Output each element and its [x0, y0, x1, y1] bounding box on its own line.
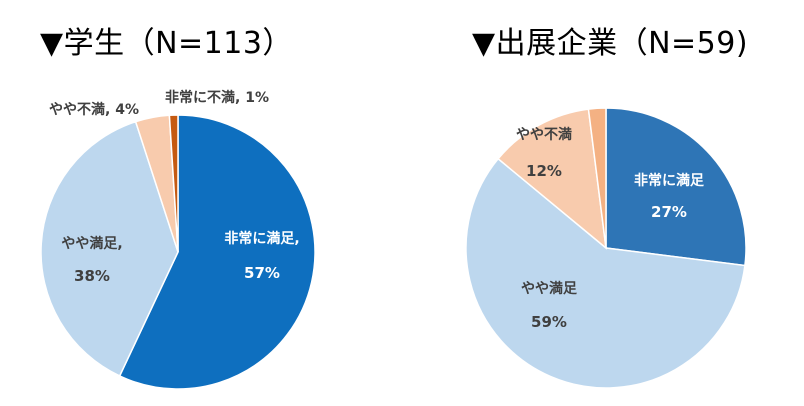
pie-label-1-1: やや満足: [521, 280, 578, 297]
pie-value-1-0: 27%: [651, 203, 687, 221]
pie-value-1-2: 12%: [526, 162, 562, 180]
student-chart-title: ▼学生（N=113）: [40, 26, 293, 61]
pie-label-0-0: 非常に満足,: [224, 230, 299, 247]
exhibitor-pie-chart: 非常に満足 27% やや満足 59% やや不満 12%: [465, 107, 747, 389]
pie-label-0-3: 非常に不満, 1%: [165, 89, 269, 106]
student-chart-panel: 非常に満足, 57% やや満足, 38% やや不満, 4% 非常に不満, 1% ▼学生（N…: [0, 0, 400, 406]
pie-value-1-1: 59%: [531, 313, 567, 331]
pie-slice-1-3: [587, 107, 607, 249]
pie-slice-1-0: [605, 107, 747, 267]
exhibitor-chart-title: ▼出展企業（N=59): [472, 26, 749, 61]
exhibitor-chart-panel: 非常に満足 27% やや満足 59% やや不満 12% ▼出展企業（N=59): [400, 0, 804, 406]
pie-slice-0-1: [40, 120, 179, 377]
pie-slice-0-3: [168, 114, 179, 253]
pie-slice-0-0: [118, 114, 316, 390]
pie-label-1-0: 非常に満足: [634, 172, 705, 189]
pie-value-0-1: 38%: [74, 267, 110, 285]
pie-slice-1-1: [465, 157, 746, 389]
student-pie-chart: 非常に満足, 57% やや満足, 38% やや不満, 4% 非常に不満, 1%: [40, 89, 316, 390]
pie-value-0-0: 57%: [244, 264, 280, 282]
pie-label-0-1: やや満足,: [61, 235, 122, 252]
pie-slice-1-2: [497, 108, 607, 250]
pie-label-1-2: やや不満: [516, 126, 572, 143]
pie-label-0-2: やや不満, 4%: [49, 101, 139, 118]
